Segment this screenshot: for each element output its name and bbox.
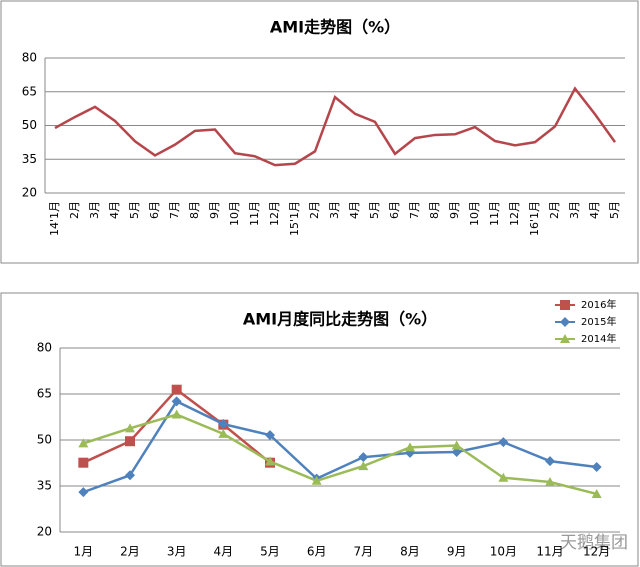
legend-label: 2014年 <box>581 332 616 345</box>
x-tick-label: 3月 <box>88 201 101 219</box>
x-tick-label: 6月 <box>388 201 401 219</box>
x-tick-label: 2月 <box>68 201 81 219</box>
x-tick-label: 16'1月 <box>528 201 541 236</box>
y-tick-label: 80 <box>22 51 37 65</box>
line <box>54 86 617 167</box>
marker <box>358 461 369 471</box>
marker <box>218 419 229 430</box>
marker <box>591 488 602 498</box>
legend-label: 2016年 <box>581 298 616 311</box>
x-tick-label: 10月 <box>228 201 241 226</box>
x-tick-label: 11月 <box>488 201 501 226</box>
marker <box>265 456 275 466</box>
y-tick-label: 50 <box>22 118 37 132</box>
y-tick-label: 20 <box>37 525 52 539</box>
x-tick-label: 10月 <box>490 545 517 559</box>
x-tick-label: 2月 <box>120 545 140 559</box>
x-tick-label: 12月 <box>583 545 610 559</box>
marker <box>125 470 135 481</box>
x-tick-label: 2月 <box>548 201 561 219</box>
x-tick-label: 4月 <box>108 201 121 219</box>
x-tick-label: 3月 <box>568 201 581 219</box>
x-tick-label: 7月 <box>408 201 421 219</box>
marker <box>265 430 275 441</box>
y-tick-label: 80 <box>37 341 52 355</box>
x-tick-label: 2月 <box>308 201 321 219</box>
x-tick-label: 1月 <box>74 545 94 559</box>
chart-title: AMI走势图（%） <box>270 18 400 37</box>
chart-title: AMI月度同比走势图（%） <box>243 310 437 329</box>
y-tick-label: 65 <box>22 84 37 98</box>
marker <box>78 457 89 468</box>
x-tick-label: 7月 <box>354 545 374 559</box>
x-tick-label: 8月 <box>428 201 441 219</box>
x-tick-label: 7月 <box>168 201 181 219</box>
legend-marker <box>560 317 570 327</box>
marker <box>125 423 135 433</box>
marker <box>545 477 555 487</box>
marker <box>171 384 182 395</box>
x-tick-label: 14'1月 <box>48 201 61 236</box>
y-tick-label: 65 <box>37 387 52 401</box>
x-tick-label: 10月 <box>468 201 481 226</box>
marker <box>171 409 182 419</box>
marker <box>78 487 89 498</box>
x-tick-label: 15'1月 <box>288 201 301 236</box>
x-tick-label: 6月 <box>148 201 161 219</box>
x-tick-label: 3月 <box>328 201 341 219</box>
line <box>82 399 597 494</box>
legend-label: 2015年 <box>581 315 616 328</box>
x-tick-label: 9月 <box>208 201 221 219</box>
x-tick-label: 4月 <box>348 201 361 219</box>
marker <box>171 396 182 407</box>
marker <box>405 442 415 452</box>
x-tick-label: 8月 <box>188 201 201 219</box>
marker <box>545 456 555 467</box>
marker <box>218 428 229 438</box>
y-tick-label: 35 <box>22 152 37 166</box>
x-tick-label: 4月 <box>214 545 234 559</box>
x-tick-label: 5月 <box>128 201 141 219</box>
x-tick-label: 9月 <box>448 201 461 219</box>
x-tick-label: 11月 <box>248 201 261 226</box>
x-tick-label: 5月 <box>608 201 621 219</box>
x-tick-label: 9月 <box>447 545 467 559</box>
chart-frame <box>0 292 639 567</box>
x-tick-label: 12月 <box>508 201 521 226</box>
line <box>82 413 597 496</box>
chart-frame <box>0 0 639 264</box>
marker <box>358 452 369 463</box>
x-tick-label: 6月 <box>307 545 327 559</box>
marker <box>498 437 509 448</box>
x-tick-label: 12月 <box>268 201 281 226</box>
marker <box>78 438 89 448</box>
y-tick-label: 35 <box>37 479 52 493</box>
marker <box>591 461 602 472</box>
marker <box>311 475 322 485</box>
x-tick-label: 11月 <box>536 545 563 559</box>
legend-marker <box>560 300 570 310</box>
x-tick-label: 3月 <box>167 545 187 559</box>
y-tick-label: 20 <box>22 186 37 200</box>
x-tick-label: 8月 <box>400 545 420 559</box>
marker <box>125 436 135 447</box>
watermark: 天鹅集团 <box>560 533 628 553</box>
x-tick-label: 5月 <box>368 201 381 219</box>
marker <box>498 472 509 482</box>
legend-marker <box>560 334 570 343</box>
x-tick-label: 5月 <box>260 545 280 559</box>
x-tick-label: 4月 <box>588 201 601 219</box>
marker <box>451 440 462 450</box>
y-tick-label: 50 <box>37 433 52 447</box>
